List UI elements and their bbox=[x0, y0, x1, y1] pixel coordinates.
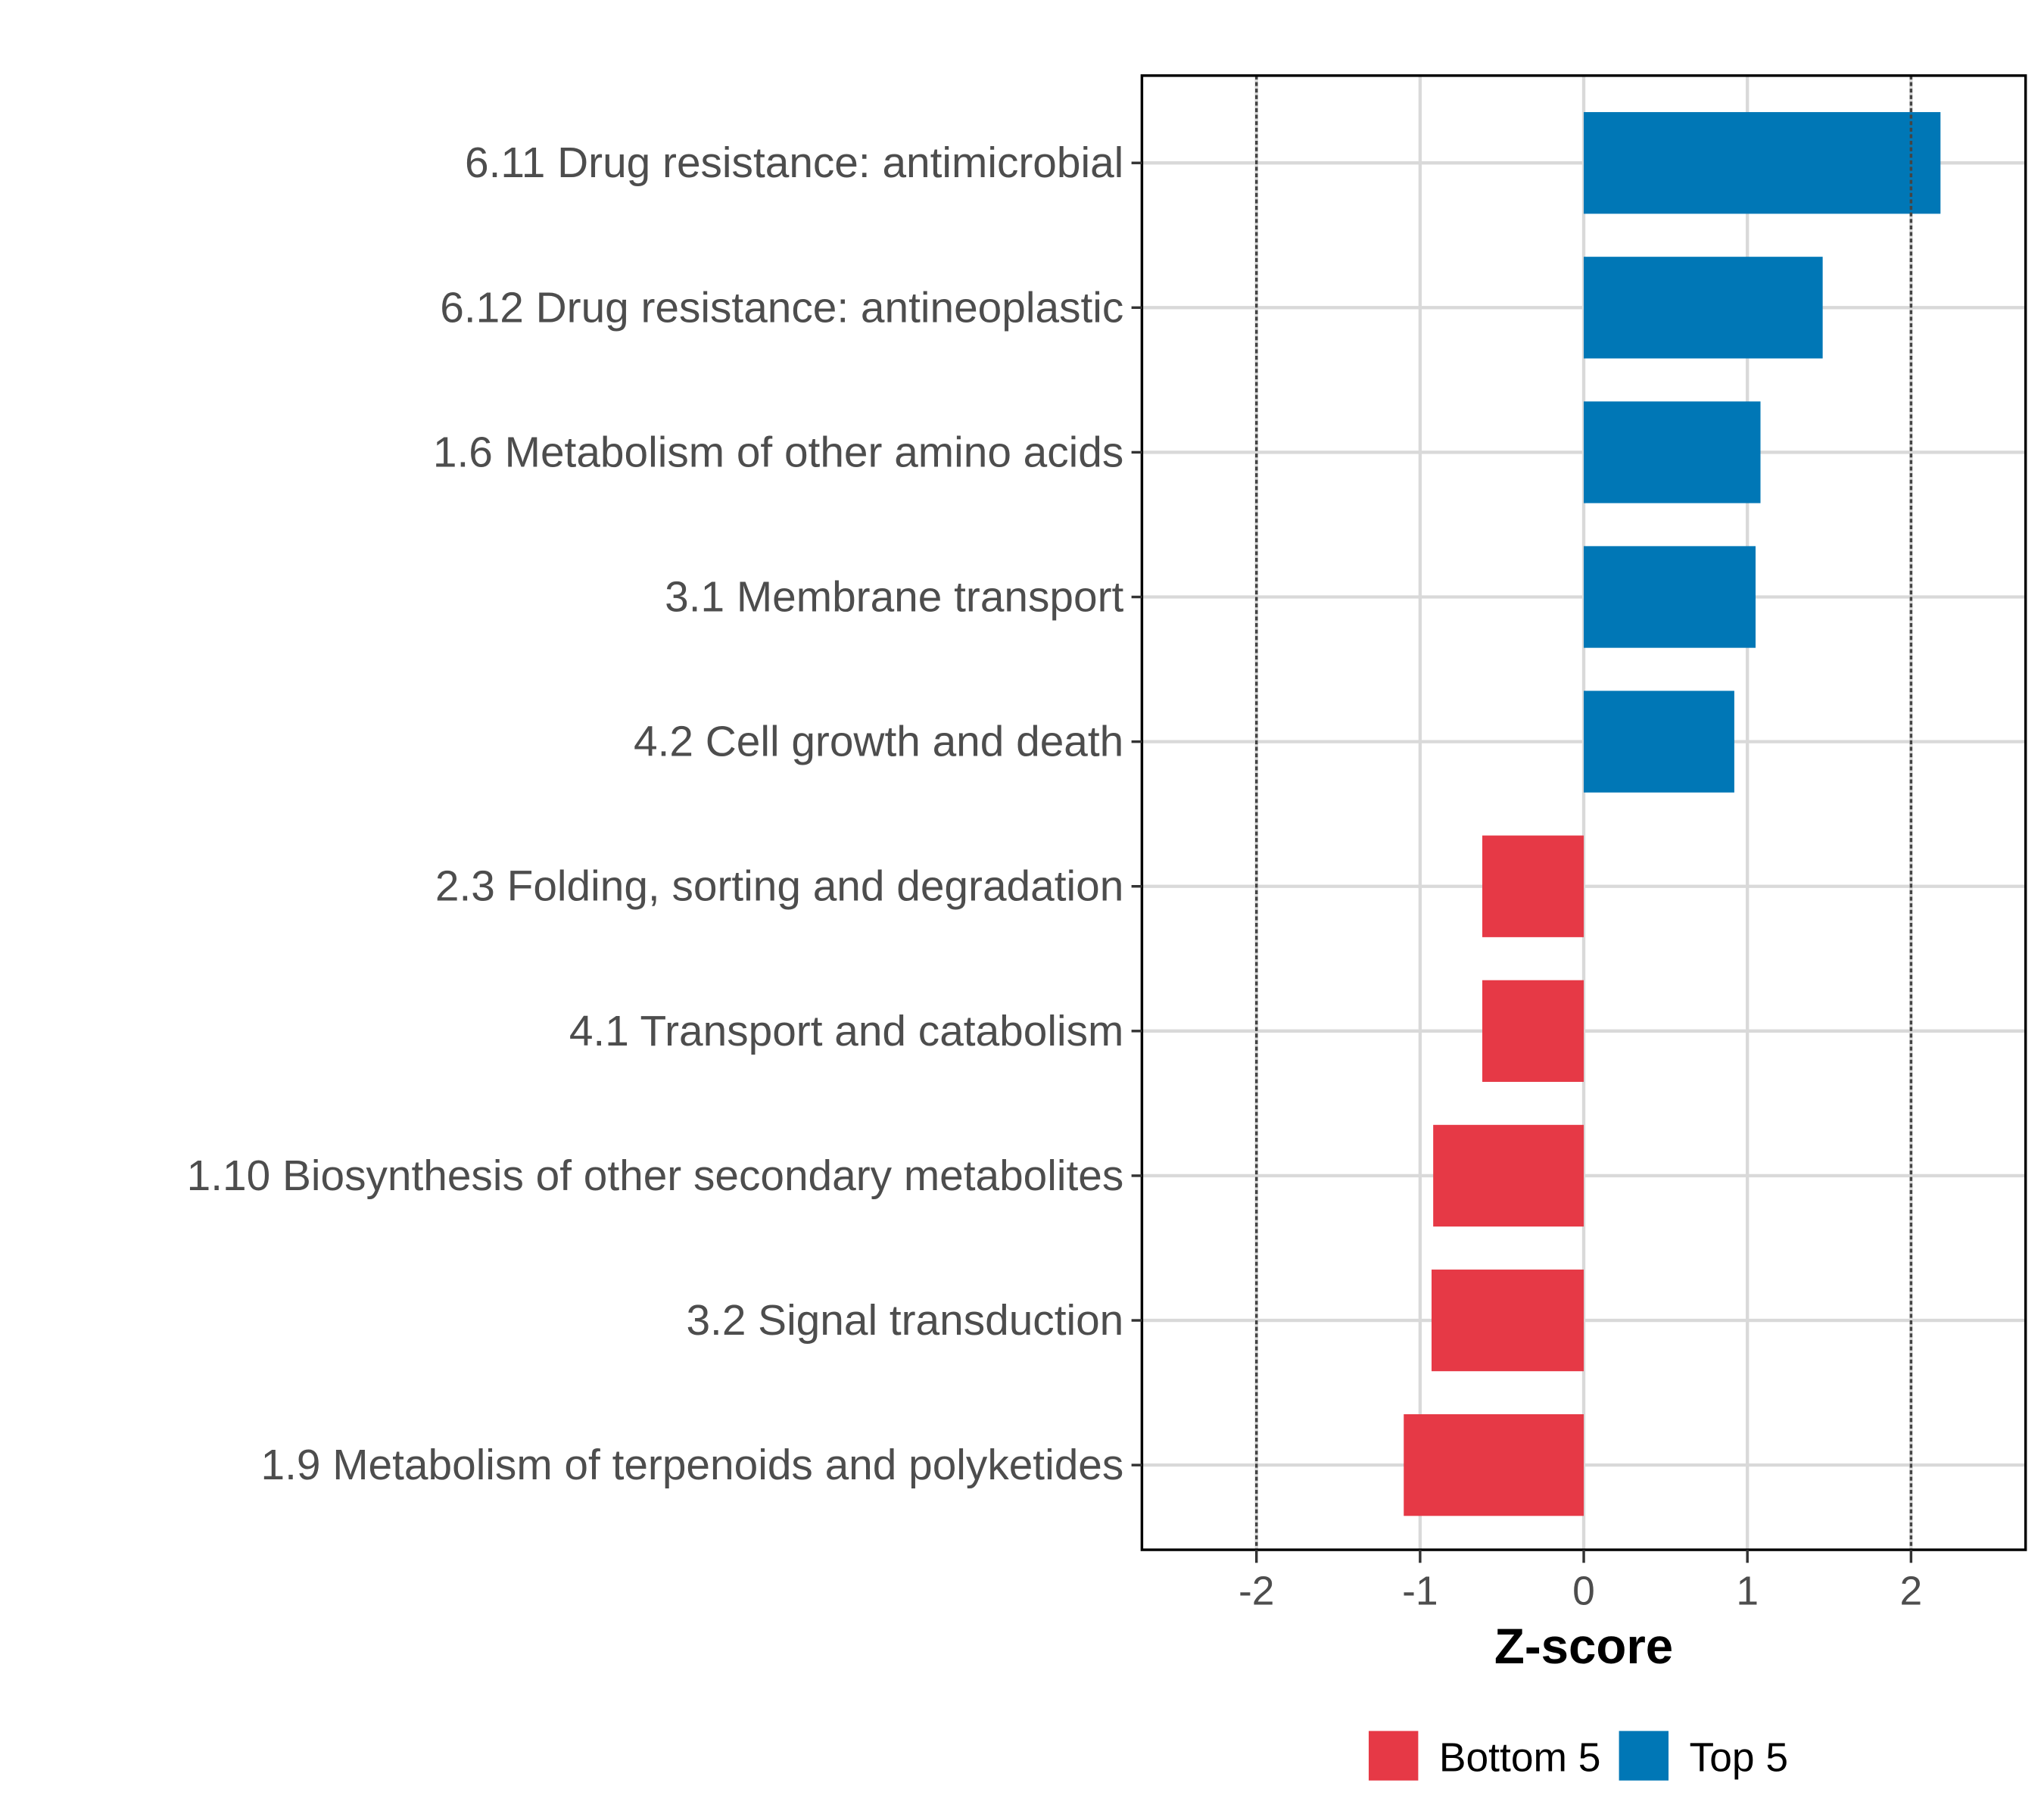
bar bbox=[1482, 835, 1584, 937]
bars bbox=[1404, 112, 1941, 1516]
x-tick-label: 0 bbox=[1572, 1569, 1595, 1613]
bar bbox=[1584, 401, 1761, 503]
x-tick-label: -2 bbox=[1239, 1569, 1274, 1613]
y-tick-label: 6.12 Drug resistance: antineoplastic bbox=[440, 284, 1123, 332]
y-tick-label: 3.2 Signal transduction bbox=[686, 1297, 1123, 1345]
y-tick-label: 3.1 Membrane transport bbox=[665, 573, 1123, 621]
y-axis-labels: 6.11 Drug resistance: antimicrobial 6.12 … bbox=[187, 139, 1142, 1489]
legend-swatch bbox=[1619, 1731, 1669, 1781]
x-axis-title: Z-score bbox=[1494, 1619, 1673, 1674]
bar bbox=[1584, 546, 1756, 648]
bar bbox=[1482, 980, 1584, 1082]
x-tick-label: -1 bbox=[1402, 1569, 1438, 1613]
y-tick-label: 4.2 Cell growth and death bbox=[634, 718, 1123, 766]
bar bbox=[1404, 1414, 1584, 1516]
x-tick-label: 1 bbox=[1736, 1569, 1759, 1613]
legend-label: Top 5 bbox=[1690, 1736, 1789, 1781]
legend: Bottom 5 Top 5 bbox=[1368, 1731, 1789, 1781]
legend-label: Bottom 5 bbox=[1439, 1736, 1601, 1781]
y-tick-label: 1.6 Metabolism of other amino acids bbox=[433, 429, 1123, 476]
bar bbox=[1432, 1269, 1584, 1372]
y-tick-label: 1.9 Metabolism of terpenoids and polyket… bbox=[261, 1441, 1124, 1489]
reference-lines bbox=[1254, 75, 1913, 1551]
x-axis-ticks: -2 -1 0 1 2 bbox=[1239, 1550, 1922, 1613]
y-tick-label: 6.11 Drug resistance: antimicrobial bbox=[465, 139, 1123, 187]
x-tick-label: 2 bbox=[1900, 1569, 1923, 1613]
y-tick-label: 2.3 Folding, sorting and degradation bbox=[435, 863, 1123, 911]
bar bbox=[1584, 257, 1823, 359]
bar bbox=[1433, 1124, 1584, 1227]
bar bbox=[1584, 690, 1734, 793]
y-tick-label: 4.1 Transport and catabolism bbox=[569, 1008, 1123, 1055]
bar bbox=[1584, 112, 1941, 214]
legend-swatch bbox=[1368, 1731, 1419, 1781]
y-tick-label: 1.10 Biosynthesis of other secondary met… bbox=[187, 1152, 1124, 1200]
